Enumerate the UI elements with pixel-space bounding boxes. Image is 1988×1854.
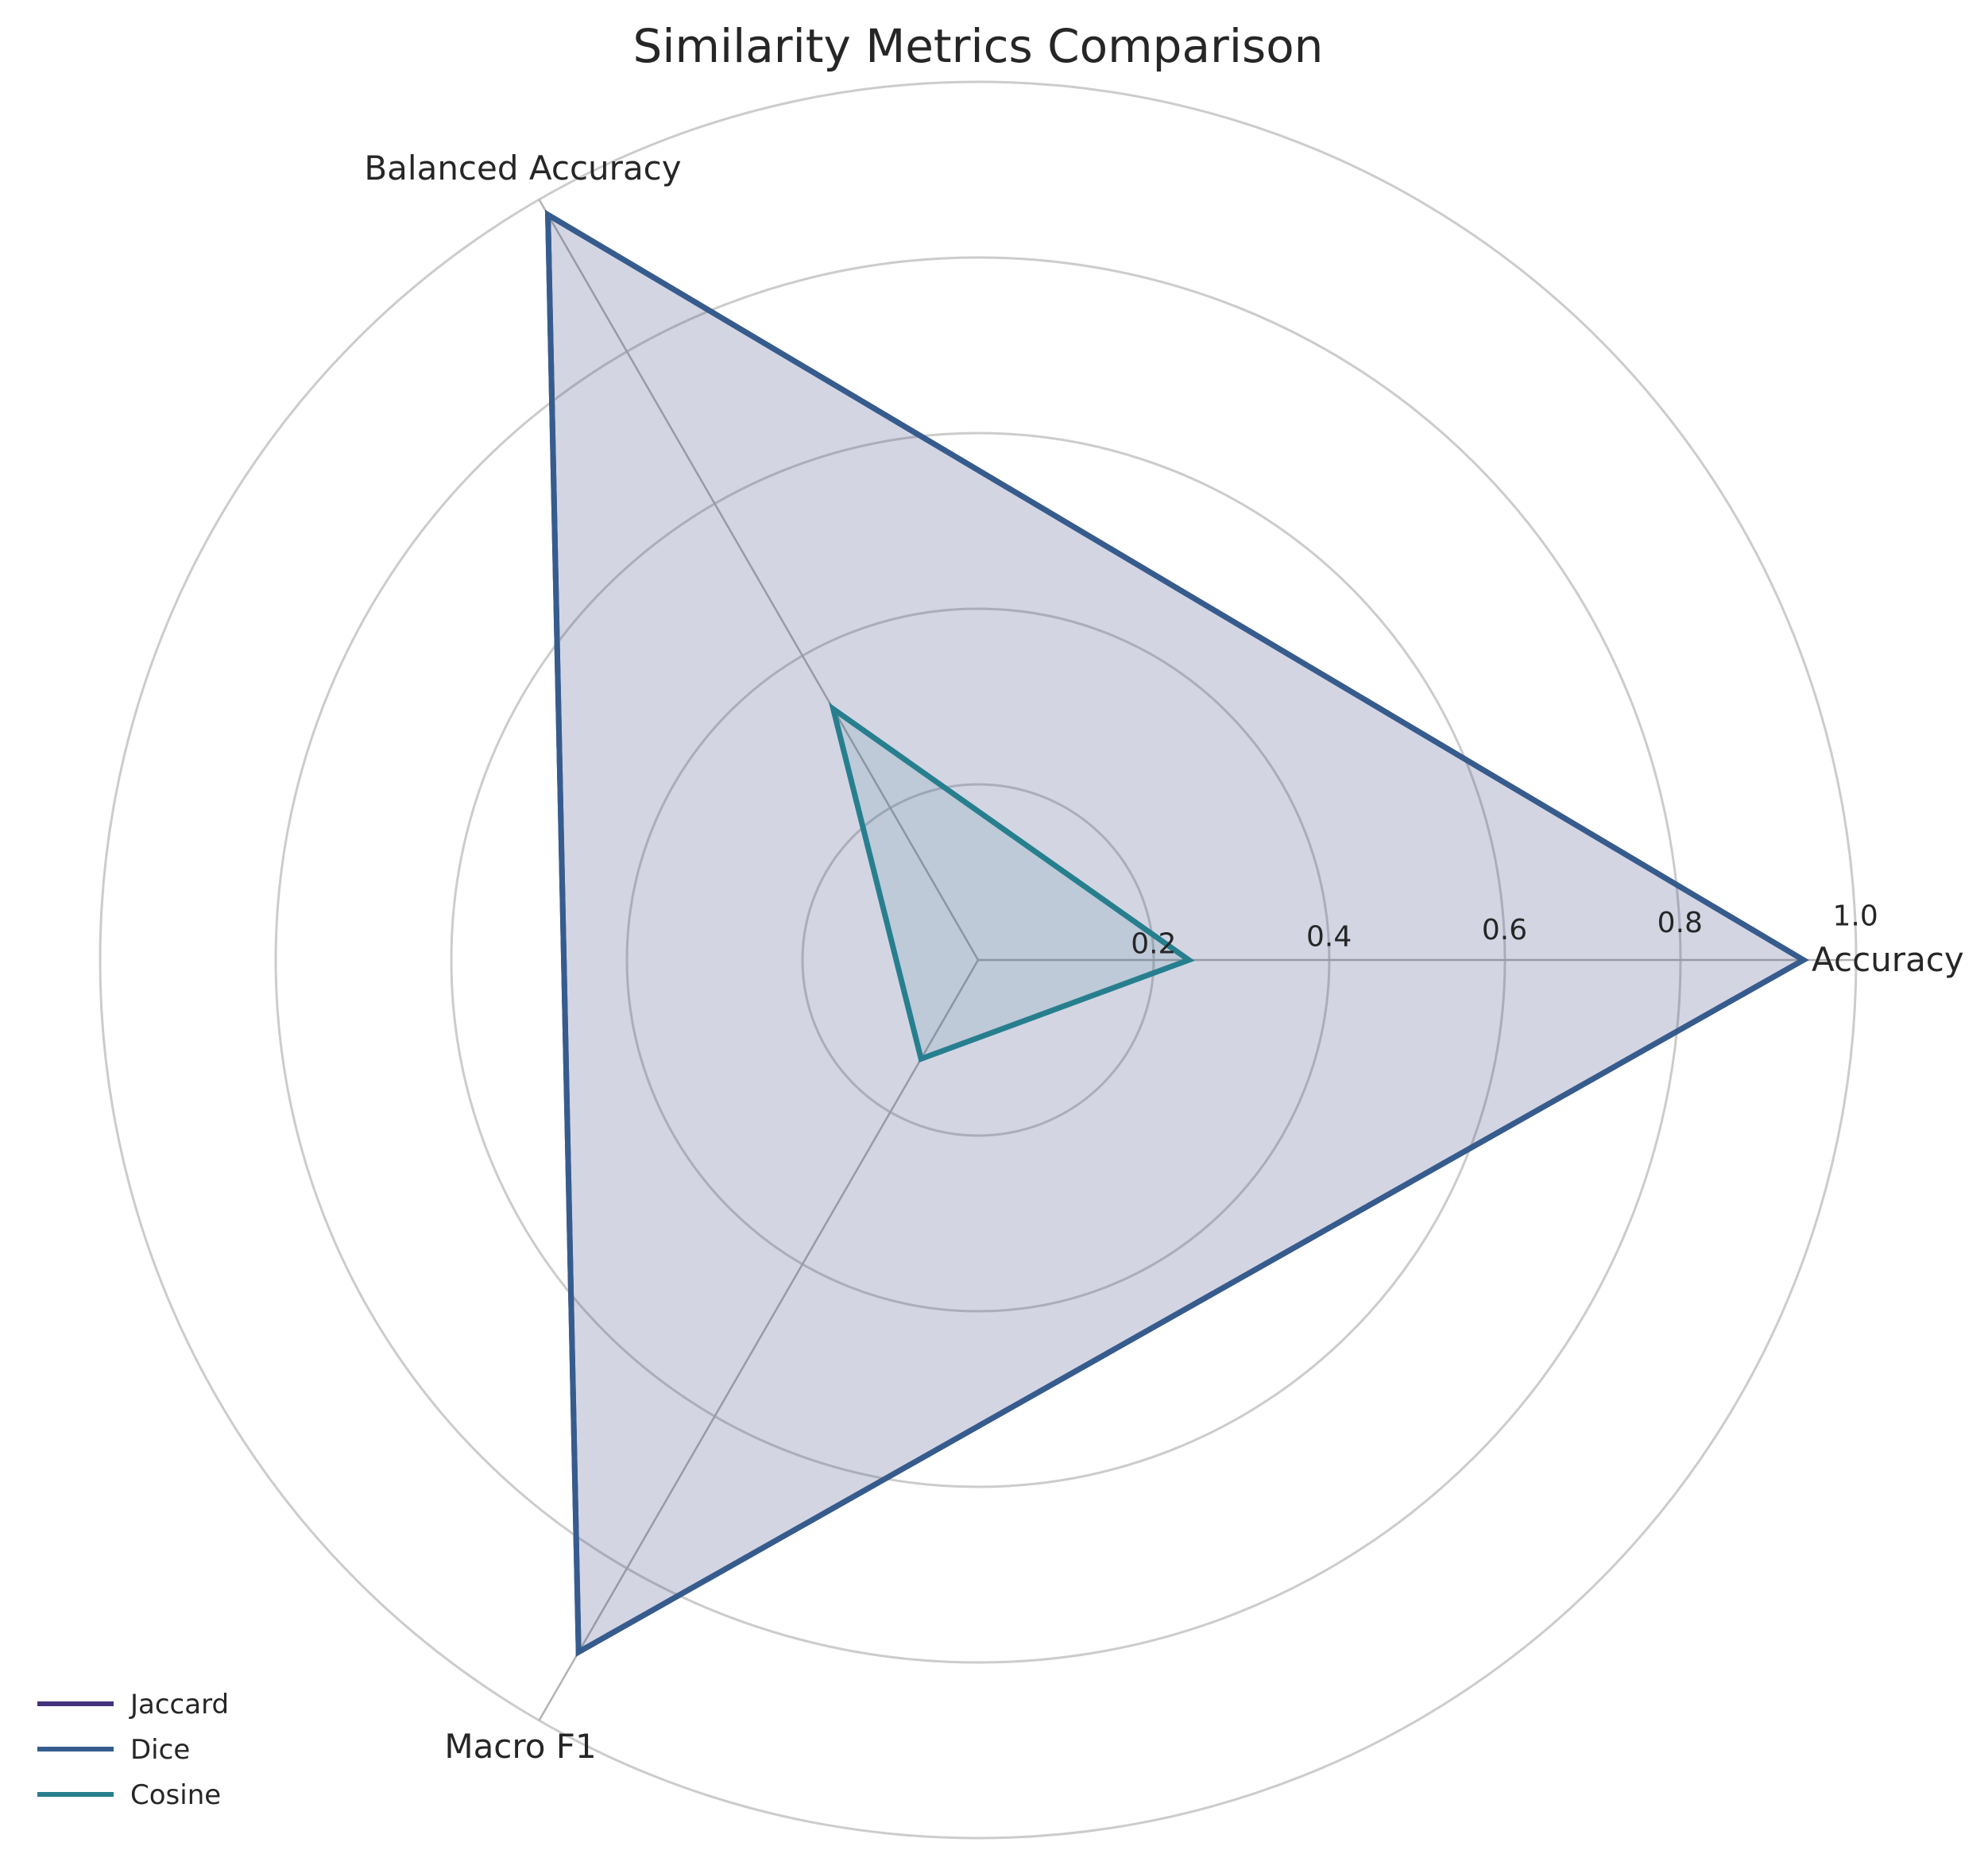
radial-tick-label: 0.6 (1482, 914, 1527, 946)
axis-spoke (538, 959, 980, 1721)
radial-tick-label: 0.4 (1306, 921, 1352, 954)
legend-label-jaccard: Jaccard (129, 1689, 229, 1720)
legend-label-cosine: Cosine (130, 1779, 221, 1811)
radial-tick-label: 0.8 (1657, 907, 1703, 939)
axis-label-macro-f1: Macro F1 (444, 1727, 596, 1766)
series-fill-dice (547, 215, 1804, 1652)
legend-label-dice: Dice (130, 1734, 190, 1766)
series-line-cosine (829, 702, 1195, 1063)
chart-title: Similarity Metrics Comparison (633, 19, 1324, 73)
series-fill-cosine (833, 709, 1189, 1059)
radial-tick-labels: 0.2 0.4 0.6 0.8 1.0 (1131, 900, 1878, 960)
radial-tick-label: 1.0 (1833, 900, 1878, 932)
axis-labels: Accuracy Balanced Accuracy Macro F1 (364, 149, 1963, 1766)
series-fill-jaccard (547, 215, 1804, 1652)
radial-tick-label: 0.2 (1131, 927, 1176, 960)
radar-grid (99, 80, 1858, 1840)
axis-label-balanced-accuracy: Balanced Accuracy (364, 149, 681, 188)
series-layer (544, 209, 1809, 1657)
series-line-dice (544, 209, 1809, 1657)
axis-spoke (538, 199, 980, 961)
axis-label-accuracy: Accuracy (1812, 940, 1964, 979)
legend: Jaccard Dice Cosine (37, 1689, 229, 1811)
